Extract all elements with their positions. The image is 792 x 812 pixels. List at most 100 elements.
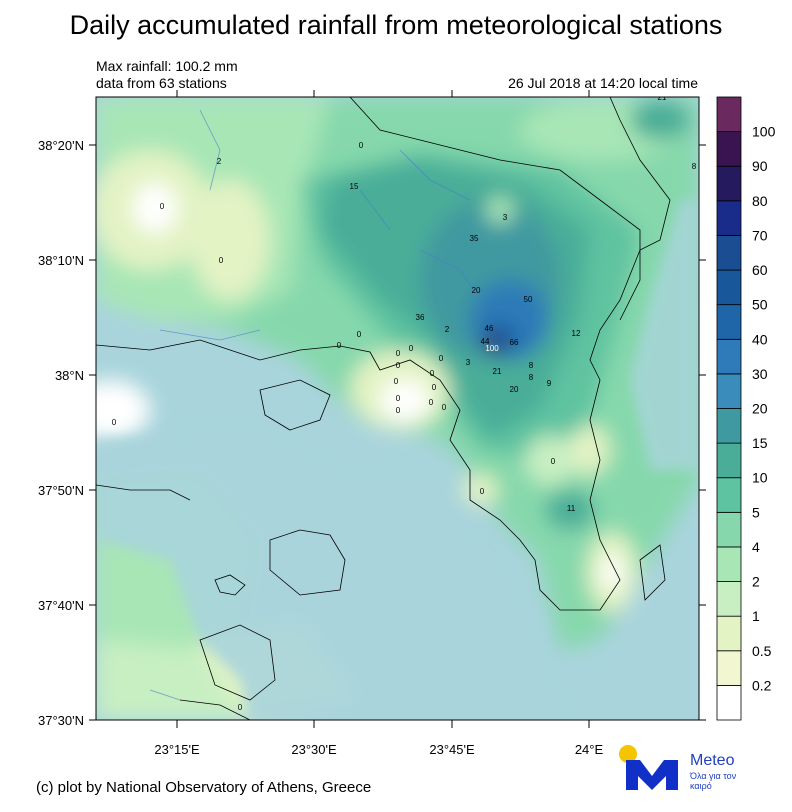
legend-swatch: [716, 511, 742, 548]
map-frame: [95, 96, 700, 721]
legend-swatch: [716, 684, 742, 721]
saronic-gulf: [96, 200, 699, 720]
station-value: 0: [357, 330, 362, 339]
legend-label: 20: [752, 401, 768, 417]
station-value: 100: [485, 344, 499, 353]
lat-tick-label: 37°30'N: [38, 713, 84, 728]
meteo-logo-icon: [619, 745, 678, 790]
station-value: 0: [439, 354, 444, 363]
station-value: 0: [430, 369, 435, 378]
m-mark-icon: [626, 760, 678, 790]
legend-label: 10: [752, 470, 768, 486]
legend-swatch: [716, 615, 742, 652]
station-value: 0: [396, 349, 401, 358]
lat-tick-label: 37°50'N: [38, 483, 84, 498]
legend-label: 5: [752, 504, 760, 520]
rain-field: [96, 97, 699, 720]
lat-tick-label: 37°40'N: [38, 598, 84, 613]
legend-swatch: [716, 650, 742, 686]
legend-swatch: [716, 442, 742, 479]
station-value: 8: [692, 162, 697, 171]
station-value: 11: [567, 504, 576, 513]
station-value: 3: [466, 358, 471, 367]
station-value: 0: [432, 383, 437, 392]
station-value: 44: [481, 337, 490, 346]
credit-text: (c) plot by National Observatory of Athe…: [36, 779, 372, 796]
max-rainfall-text: Max rainfall: 100.2 mm: [96, 58, 238, 74]
station-value: 2: [217, 157, 222, 166]
logo-wordmark: Meteo: [690, 752, 735, 769]
legend-label: 0.5: [752, 643, 772, 659]
station-value: 8: [529, 373, 534, 382]
legend-label: 40: [752, 331, 768, 347]
legend-swatch: [716, 546, 742, 582]
station-value: 36: [416, 313, 425, 322]
logo-tagline: Όλα για τον καιρό: [690, 771, 737, 791]
latitude-axis: 38°20'N 38°10'N 38°N 37°50'N 37°40'N 37°30'N: [38, 138, 706, 728]
legend-swatch: [716, 269, 742, 306]
station-value: 35: [470, 234, 479, 243]
chart-title: Daily accumulated rainfall from meteorol…: [69, 10, 723, 40]
legend-label: 70: [752, 227, 768, 243]
legend-swatch: [716, 96, 742, 133]
legend-label: 2: [752, 574, 760, 590]
legend-swatch: [716, 304, 742, 340]
legend-label: 90: [752, 158, 768, 174]
station-value: 20: [510, 385, 519, 394]
legend-label: 1: [752, 608, 760, 624]
legend-label: 30: [752, 366, 768, 382]
lon-tick-label: 24°E: [575, 742, 604, 757]
legend-label: 15: [752, 435, 768, 451]
coastlines: [96, 97, 671, 720]
legend-swatch: [716, 373, 742, 409]
legend-label: 100: [752, 124, 776, 140]
station-value: 21: [658, 93, 667, 102]
lat-tick-label: 38°N: [55, 368, 84, 383]
station-value: 12: [572, 329, 581, 338]
lat-tick-label: 38°20'N: [38, 138, 84, 153]
legend-label: 0.2: [752, 677, 772, 693]
legend-label: 50: [752, 297, 768, 313]
station-value: 0: [337, 341, 342, 350]
station-value: 0: [359, 141, 364, 150]
station-value: 20: [472, 286, 481, 295]
station-value: 15: [350, 182, 359, 191]
station-value: 2: [445, 325, 450, 334]
lat-tick-label: 38°10'N: [38, 253, 84, 268]
station-value: 21: [493, 367, 502, 376]
station-value: 0: [442, 403, 447, 412]
station-value: 0: [480, 487, 485, 496]
station-value: 46: [485, 324, 494, 333]
station-value: 0: [409, 344, 414, 353]
station-value: 0: [112, 418, 117, 427]
longitude-axis: 23°15'E 23°30'E 23°45'E 24°E: [154, 90, 603, 757]
station-count-text: data from 63 stations: [96, 75, 227, 91]
station-values: 21 8 2 0 15 0 0 3 35 20 50 36 2 46 44 10…: [112, 93, 697, 712]
station-value: 0: [219, 256, 224, 265]
station-value: 0: [396, 394, 401, 403]
legend-swatch: [716, 131, 742, 167]
station-value: 50: [524, 295, 533, 304]
legend-label: 80: [752, 193, 768, 209]
station-value: 0: [238, 703, 243, 712]
colorbar-legend: 0.2 0.5 1 2 4 5 10 15 20 30 40 50 60 70 80 90 100: [716, 96, 776, 721]
legend-swatch: [716, 338, 742, 375]
station-value: 0: [160, 202, 165, 211]
timestamp-text: 26 Jul 2018 at 14:20 local time: [508, 75, 698, 91]
legend-label: 60: [752, 262, 768, 278]
lon-tick-label: 23°30'E: [291, 742, 337, 757]
station-value: 0: [394, 377, 399, 386]
lon-tick-label: 23°15'E: [154, 742, 200, 757]
station-value: 3: [503, 213, 508, 222]
legend-swatch: [716, 408, 742, 444]
legend-swatch: [716, 477, 742, 513]
lon-tick-label: 23°45'E: [429, 742, 475, 757]
sun-icon: [619, 745, 637, 763]
station-value: 66: [510, 338, 519, 347]
legend-swatch: [716, 235, 742, 271]
station-value: 9: [547, 379, 552, 388]
legend-swatch: [716, 165, 742, 202]
rivers: [149, 109, 481, 701]
station-value: 0: [396, 406, 401, 415]
